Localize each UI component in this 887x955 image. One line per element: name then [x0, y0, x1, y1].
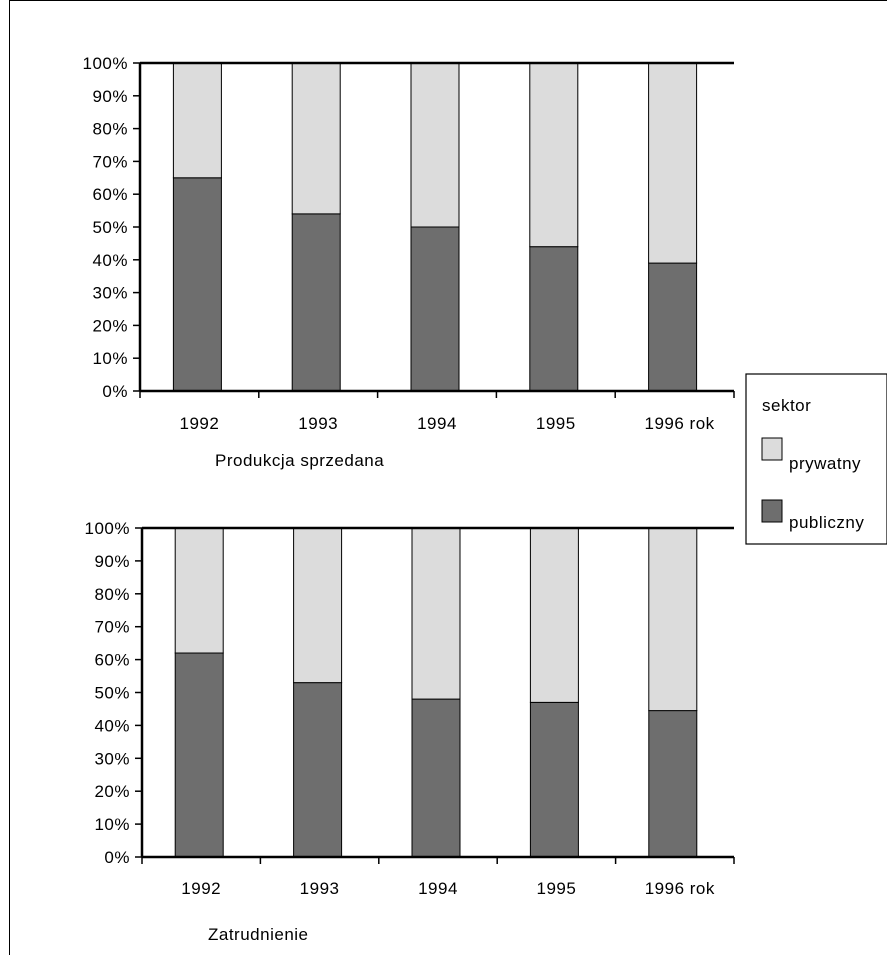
y-tick-label: 90% — [92, 87, 128, 106]
y-tick-label: 70% — [94, 618, 130, 637]
y-tick-label: 100% — [85, 519, 130, 538]
x-tick-label: 1992 — [181, 879, 221, 898]
y-tick-label: 10% — [92, 349, 128, 368]
y-tick-label: 50% — [94, 684, 130, 703]
y-tick-label: 60% — [92, 185, 128, 204]
legend-swatch-prywatny — [761, 437, 783, 461]
legend-label-prywatny: prywatny — [789, 454, 861, 473]
x-tick-label: 1994 — [418, 879, 458, 898]
bar-publiczny-1993 — [291, 213, 341, 392]
bar-prywatny-1996-rok — [648, 62, 698, 264]
bar-prywatny-1996-rok — [648, 527, 698, 712]
chart-frame — [9, 0, 887, 955]
y-tick-label: 40% — [92, 251, 128, 270]
y-tick-label: 70% — [92, 152, 128, 171]
y-tick-label: 20% — [92, 316, 128, 335]
bar-prywatny-1993 — [291, 62, 341, 215]
y-tick-label: 20% — [94, 782, 130, 801]
bar-publiczny-1994 — [410, 226, 460, 392]
chart-caption: Produkcja sprzedana — [215, 451, 384, 470]
y-tick-label: 50% — [92, 218, 128, 237]
y-tick-label: 30% — [94, 749, 130, 768]
y-tick-label: 0% — [102, 382, 128, 401]
bar-publiczny-1996-rok — [648, 710, 698, 858]
x-tick-label: 1993 — [298, 414, 338, 433]
x-tick-label: 1996 rok — [645, 879, 715, 898]
y-tick-label: 40% — [94, 716, 130, 735]
legend-title: sektor — [762, 396, 811, 415]
bar-publiczny-1995 — [529, 246, 579, 392]
bar-prywatny-1992 — [174, 527, 224, 654]
y-tick-label: 30% — [92, 284, 128, 303]
bar-prywatny-1994 — [410, 62, 460, 228]
bar-publiczny-1992 — [174, 652, 224, 858]
y-tick-label: 90% — [94, 552, 130, 571]
bar-prywatny-1992 — [172, 62, 222, 179]
legend-label-publiczny: publiczny — [789, 513, 864, 532]
bar-prywatny-1995 — [529, 62, 579, 248]
chart-2: 0% 10% 20% 30% 40% 50% 60% 70% 80% 90% 100% 1992 199… — [85, 519, 735, 944]
x-tick-label: 1995 — [536, 414, 576, 433]
y-tick-label: 10% — [94, 815, 130, 834]
legend: sektor prywatny publiczny — [745, 373, 887, 545]
legend-swatch-publiczny — [761, 499, 783, 523]
bar-publiczny-1993 — [293, 682, 343, 858]
x-tick-label: 1996 rok — [645, 414, 715, 433]
y-tick-label: 80% — [92, 120, 128, 139]
bar-publiczny-1994 — [411, 698, 461, 858]
bar-prywatny-1994 — [411, 527, 461, 700]
y-tick-label: 80% — [94, 585, 130, 604]
bar-prywatny-1995 — [529, 527, 579, 703]
bar-publiczny-1996-rok — [648, 262, 698, 392]
bar-publiczny-1995 — [529, 701, 579, 858]
x-tick-label: 1994 — [417, 414, 457, 433]
chart-1: 0% 10% 20% 30% 40% 50% 60% 70% 80% 90% 100% 1992 199… — [83, 54, 735, 470]
bar-prywatny-1993 — [293, 527, 343, 684]
chart-caption: Zatrudnienie — [208, 925, 309, 944]
bar-publiczny-1992 — [172, 177, 222, 392]
x-tick-label: 1992 — [179, 414, 219, 433]
x-tick-label: 1993 — [300, 879, 340, 898]
x-tick-label: 1995 — [536, 879, 576, 898]
y-tick-label: 100% — [83, 54, 128, 73]
y-tick-label: 0% — [104, 848, 130, 867]
y-tick-label: 60% — [94, 651, 130, 670]
